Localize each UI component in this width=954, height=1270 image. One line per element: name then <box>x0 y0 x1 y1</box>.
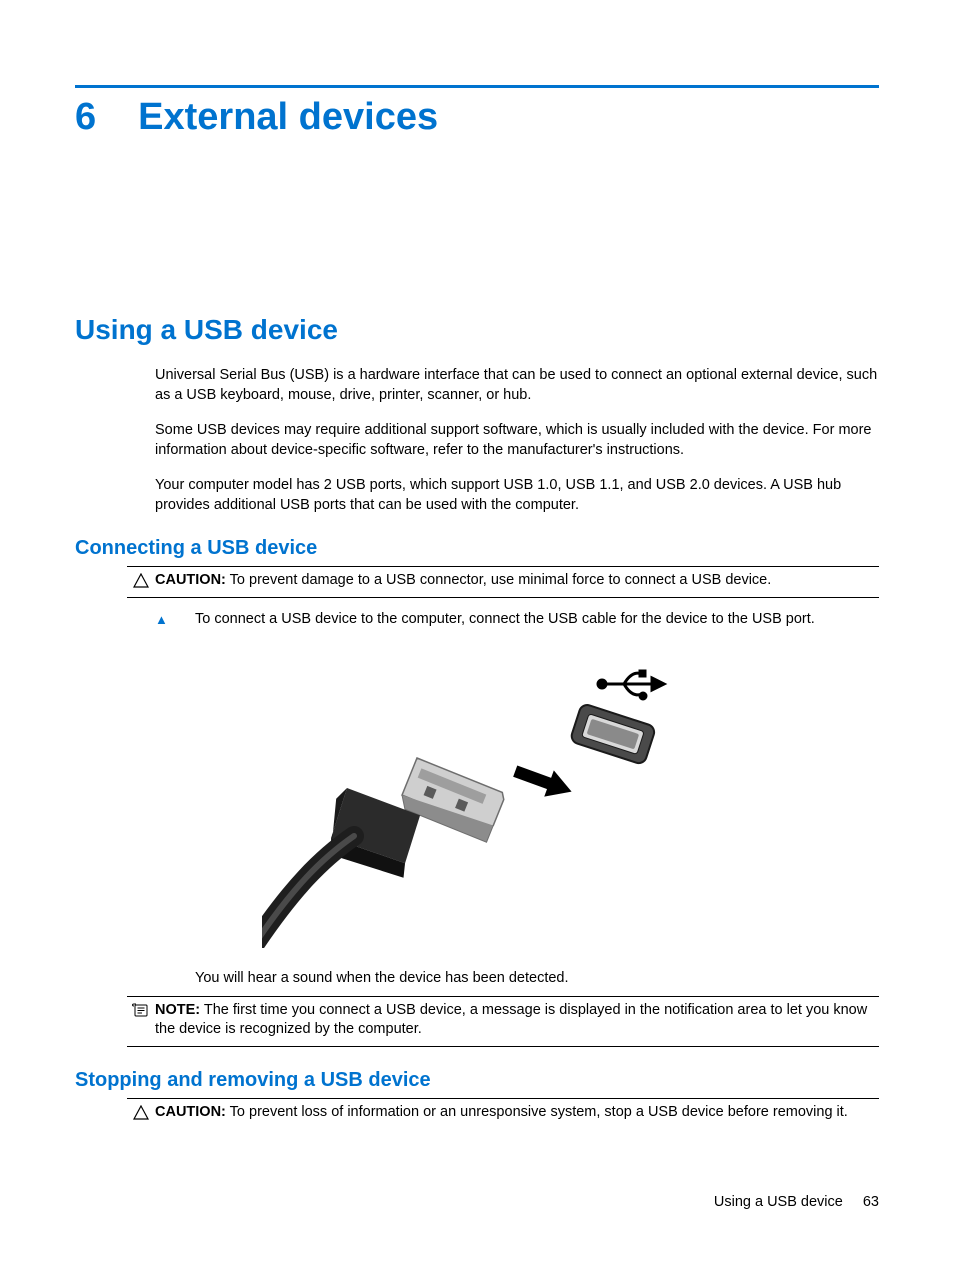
footer-page-number: 63 <box>863 1194 879 1210</box>
footer-section: Using a USB device <box>714 1194 843 1210</box>
caution-text: To prevent damage to a USB connector, us… <box>226 572 771 588</box>
body-paragraph: Your computer model has 2 USB ports, whi… <box>155 476 879 515</box>
caution-label: CAUTION: <box>155 572 226 588</box>
body-paragraph: Some USB devices may require additional … <box>155 421 879 460</box>
chapter-number: 6 <box>75 96 96 139</box>
chapter-header: 6 External devices <box>75 96 879 139</box>
caution-label: CAUTION: <box>155 1104 226 1120</box>
note-text: The first time you connect a USB device,… <box>155 1002 867 1038</box>
subsection-heading: Connecting a USB device <box>75 537 879 560</box>
caution-body: CAUTION: To prevent loss of information … <box>155 1103 879 1123</box>
step-marker-icon: ▲ <box>155 610 195 629</box>
step-text: To connect a USB device to the computer,… <box>195 610 879 630</box>
chapter-rule <box>75 85 879 88</box>
usb-connection-figure <box>262 648 692 948</box>
post-figure-text: You will hear a sound when the device ha… <box>195 970 879 986</box>
page-footer: Using a USB device 63 <box>714 1194 879 1210</box>
section-heading: Using a USB device <box>75 314 879 346</box>
note-label: NOTE: <box>155 1002 200 1018</box>
caution-icon <box>127 571 155 588</box>
caution-callout: CAUTION: To prevent damage to a USB conn… <box>127 566 879 598</box>
note-callout: NOTE: The first time you connect a USB d… <box>127 996 879 1047</box>
note-icon <box>127 1001 155 1017</box>
chapter-title: External devices <box>138 96 438 139</box>
manual-page: 6 External devices Using a USB device Un… <box>0 0 954 1168</box>
body-paragraph: Universal Serial Bus (USB) is a hardware… <box>155 366 879 405</box>
note-body: NOTE: The first time you connect a USB d… <box>155 1001 879 1040</box>
caution-callout: CAUTION: To prevent loss of information … <box>127 1098 879 1129</box>
caution-icon <box>127 1103 155 1120</box>
caution-body: CAUTION: To prevent damage to a USB conn… <box>155 571 879 591</box>
caution-text: To prevent loss of information or an unr… <box>226 1104 848 1120</box>
subsection-heading: Stopping and removing a USB device <box>75 1069 879 1092</box>
instruction-step: ▲ To connect a USB device to the compute… <box>155 610 879 630</box>
